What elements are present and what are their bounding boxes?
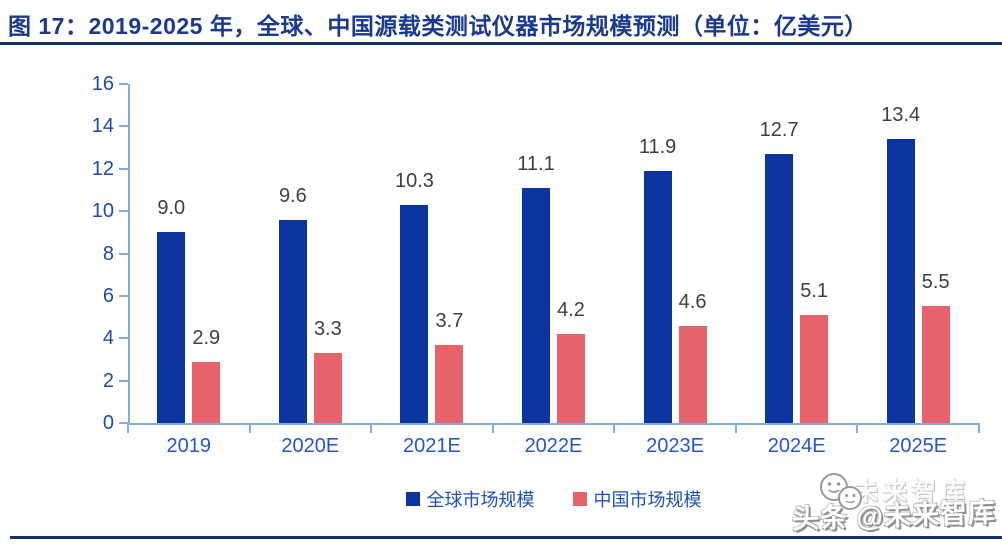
bar-value-label: 4.2 [557, 299, 585, 321]
x-axis-category-label: 2021E [403, 435, 461, 457]
y-axis-tick [119, 83, 128, 85]
x-axis-tick [491, 423, 494, 433]
bar-value-label: 13.4 [881, 104, 921, 127]
y-axis-tick-label: 0 [102, 412, 114, 434]
x-axis-category-label: 2025E [889, 435, 948, 457]
x-axis-category-label: 2020E [281, 435, 340, 457]
watermark-main-text: 头条 @未来智库 [791, 497, 997, 535]
y-axis-line [128, 84, 130, 425]
bar-value-label: 2.9 [192, 326, 221, 349]
x-axis-line [128, 423, 979, 425]
y-axis-tick [119, 167, 128, 170]
y-axis-tick-label: 16 [91, 73, 114, 95]
watermark: 未来智库 头条 @未来智库 [736, 464, 998, 542]
legend-label: 全球市场规模 [426, 490, 535, 510]
bar-china-2020E [313, 353, 342, 423]
x-axis-tick [127, 423, 129, 433]
legend-swatch-icon [572, 492, 587, 506]
legend-item-global: 全球市场规模 [405, 486, 535, 512]
bar-china-2024E [800, 314, 829, 423]
x-axis-tick [978, 423, 980, 433]
y-axis-tick-label: 2 [102, 369, 114, 392]
y-axis-tick [119, 252, 128, 255]
bar-value-label: 9.0 [157, 197, 186, 220]
legend-label: 中国市场规模 [593, 490, 702, 510]
y-axis-tick-label: 6 [102, 284, 114, 307]
bar-global-2019 [157, 232, 186, 423]
figure-title: 图 17：2019-2025 年，全球、中国源载类测试仪器市场规模预测（单位：亿… [8, 13, 868, 39]
bar-global-2020E [278, 219, 307, 423]
y-axis-tick-label: 14 [91, 115, 114, 138]
bar-value-label: 3.7 [435, 309, 464, 332]
bar-china-2019 [192, 361, 221, 423]
wechat-smileys-icon [820, 473, 862, 510]
y-axis-tick-label: 8 [102, 242, 114, 265]
legend-swatch-icon [405, 492, 420, 506]
bottom-divider [10, 536, 1002, 539]
y-axis-tick-label: 12 [91, 157, 114, 180]
bar-value-label: 4.6 [678, 290, 707, 313]
bar-value-label: 10.3 [394, 169, 434, 192]
y-axis-tick [119, 294, 128, 297]
y-axis-tick [119, 379, 128, 382]
y-axis-tick [119, 422, 128, 424]
bar-value-label: 5.1 [800, 279, 829, 302]
bar-global-2021E [400, 204, 429, 423]
bar-china-2023E [678, 325, 707, 423]
y-axis-tick-label: 10 [91, 200, 114, 223]
x-axis-category-label: 2022E [524, 435, 583, 457]
title-underline [0, 42, 1002, 45]
bar-value-label: 11.1 [517, 152, 555, 175]
x-axis-category-label: 2024E [767, 435, 826, 457]
bar-global-2024E [765, 153, 794, 423]
x-axis-tick [370, 423, 373, 433]
bar-value-label: 3.3 [313, 318, 342, 341]
x-axis-category-label: 2023E [646, 435, 704, 457]
bar-global-2025E [886, 139, 915, 423]
bar-value-label: 12.7 [759, 118, 799, 141]
bar-china-2021E [435, 344, 464, 423]
x-axis-category-label: 2019 [166, 435, 212, 457]
chart-legend: 全球市场规模 中国市场规模 [128, 486, 979, 512]
y-axis-tick [119, 210, 128, 213]
bar-value-label: 11.9 [638, 135, 677, 158]
y-axis-tick [119, 337, 128, 340]
bar-value-label: 5.5 [921, 271, 950, 294]
y-axis-tick [119, 125, 128, 128]
bar-china-2025E [921, 306, 950, 423]
x-axis-tick [613, 423, 616, 433]
legend-item-china: 中国市场规模 [572, 486, 702, 512]
y-axis-tick-label: 4 [102, 327, 114, 350]
x-axis-tick [248, 423, 251, 433]
x-axis-tick [856, 423, 859, 433]
watermark-ghost-text: 未来智库 [854, 479, 970, 506]
x-axis-tick [734, 423, 737, 433]
bar-china-2022E [557, 334, 585, 423]
bar-global-2023E [643, 170, 672, 423]
bar-value-label: 9.6 [278, 184, 307, 207]
bar-global-2022E [522, 187, 550, 423]
